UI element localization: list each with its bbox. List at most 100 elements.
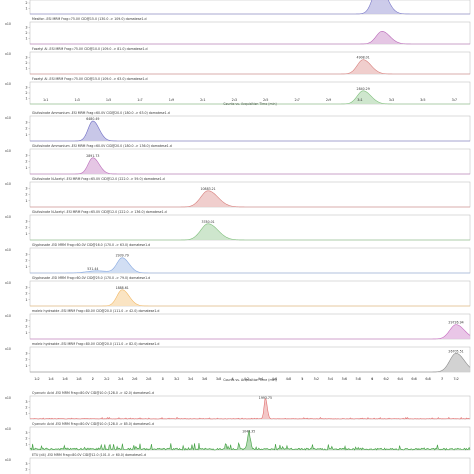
y-tick-label: 2 [25,468,27,472]
trace-fill [30,257,470,273]
y-tick-label: 2 [25,193,27,197]
y-tick-label: 3 [25,285,27,289]
peak-area-label: 26705.51 [448,349,463,353]
x-tick-label: 2.8 [146,377,151,381]
y-axis-label: x10 [5,347,11,351]
trace-fill [30,324,470,339]
y-axis-label: x10 [5,182,11,186]
y-axis-label: x10 [5,281,11,285]
y-axis-label: x10 [5,82,11,86]
x-tick-label: 1.8 [76,377,81,381]
y-tick-label: 1 [25,67,27,71]
x-tick-label: 1.5 [106,98,111,102]
y-tick-label: 2 [25,160,27,164]
x-tick-label: 1.1 [43,98,48,102]
x-tick-label: 3.3 [389,98,394,102]
panel-frame [29,181,471,208]
y-tick-label: 1 [25,133,27,137]
x-tick-label: 4.2 [244,377,249,381]
peak-area-label: 6480.49 [86,117,99,121]
y-axis-label: x10 [5,149,11,153]
trace-fill [30,157,470,174]
y-axis-label: x10 [5,314,11,318]
x-tick-label: 3.8 [216,377,221,381]
x-tick-label: 6 [371,377,373,381]
y-tick-label: 1 [25,7,27,11]
x-tick-label: 1.3 [74,98,79,102]
x-tick-label: 1.2 [34,377,39,381]
y-tick-label: 3 [25,120,27,124]
trace-label: maleic hydrazide -ESI MRM Frag=80.0V CID… [32,342,159,346]
y-tick-label: 1 [25,37,27,41]
x-tick-label: 3.1 [357,98,362,102]
trace-line [30,59,470,75]
peak-area-label: 1888.61 [116,286,129,290]
y-tick-label: 3 [25,153,27,157]
x-tick-label: 1.6 [62,377,67,381]
y-tick-label: 3 [25,86,27,90]
x-tick-label: 4.6 [272,377,277,381]
trace-fill [30,121,470,141]
x-tick-label: 6.6 [411,377,416,381]
x-tick-label: 1.7 [137,98,142,102]
x-tick-label: 3.4 [188,377,193,381]
y-tick-label: 2 [25,406,27,410]
x-tick-label: 5.4 [328,377,333,381]
x-tick-label: 5.8 [356,377,361,381]
trace-fill [30,398,470,419]
y-tick-label: 3 [25,462,27,466]
y-tick-label: 3 [25,400,27,404]
y-axis-label: x10 [5,116,11,120]
panel-frame [29,21,471,45]
y-tick-label: 2 [25,127,27,131]
trace-line [30,0,470,15]
x-tick-label: 3.6 [202,377,207,381]
x-tick-label: 7 [441,377,443,381]
x-tick-label: 3.2 [174,377,179,381]
y-tick-label: 3 [25,431,27,435]
y-tick-label: 2 [25,358,27,362]
x-tick-label: 1.4 [48,377,53,381]
trace-label: Glufosinate N-Acetyl -ESI MRM Frag=65.0V… [32,210,167,214]
x-tick-label: 5.2 [314,377,319,381]
trace-fill [30,353,470,372]
panel-frame [29,280,471,307]
trace-fill [30,223,470,240]
trace-line [30,352,471,373]
trace-line [30,257,470,274]
trace-line [30,324,471,340]
y-tick-label: 3 [25,252,27,256]
y-tick-label: 2 [25,61,27,65]
trace-label: ETU (d4) -ESI MRM Frag=80.0V CID@12.0 (1… [32,453,146,457]
y-axis-label: x10 [5,396,11,400]
x-tick-label: 2.4 [118,377,123,381]
x-tick-label: 5 [301,377,303,381]
trace-line [30,31,470,45]
trace-label: Cyanuric Acid -ESI MRM Frag=80.0V CID@10… [32,422,154,426]
trace-line [30,90,470,105]
panel-frame [29,0,471,15]
y-tick-label: 1 [25,298,27,302]
y-tick-label: 2 [25,259,27,263]
y-axis-label: x10 [5,215,11,219]
peak-area-label: 2891.73 [86,154,99,158]
y-tick-label: 2 [25,437,27,441]
y-axis-label: x10 [5,458,11,462]
y-axis-label: x10 [5,427,11,431]
y-axis-label: x10 [5,52,11,56]
y-tick-label: 2 [25,325,27,329]
y-tick-label: 1 [25,265,27,269]
x-tick-label: 1.9 [169,98,174,102]
peak-area-label: 29726.94 [448,321,463,325]
trace-fill [30,31,470,44]
peak-area-label: 2939.79 [116,254,129,258]
trace-label: Glyphosate -ESI MRM Frag=60.0V CID@16.0 … [32,243,150,247]
trace-fill [30,289,470,306]
x-axis-label: Counts vs. Acquisition Time (min) [223,378,277,382]
panel-frame [29,313,471,340]
trace-label: Glyphosate -ESI MRM Frag=60.0V CID@25.0 … [32,276,150,280]
trace-line [30,223,470,241]
y-tick-label: 2 [25,292,27,296]
trace-line [30,157,470,175]
x-tick-label: 5.6 [342,377,347,381]
